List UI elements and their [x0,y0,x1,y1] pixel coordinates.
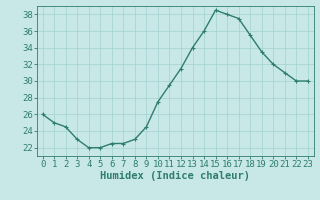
X-axis label: Humidex (Indice chaleur): Humidex (Indice chaleur) [100,171,250,181]
